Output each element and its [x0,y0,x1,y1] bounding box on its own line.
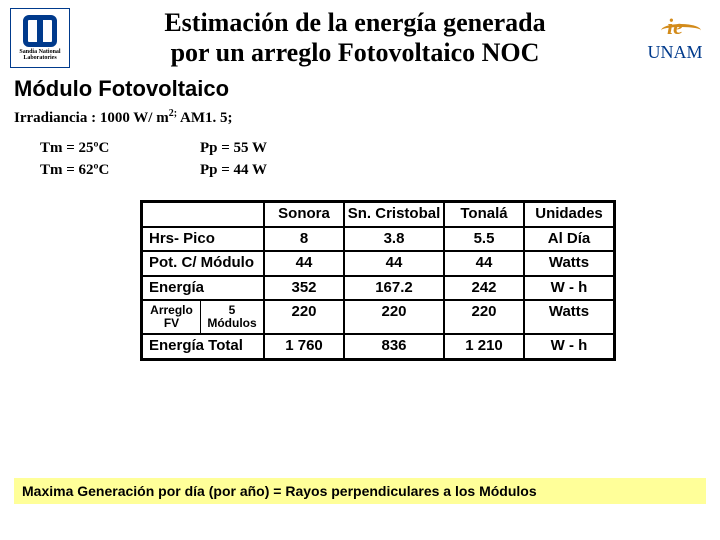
unam-text: UNAM [640,42,710,63]
cell: 44 [444,251,524,276]
cell: W - h [524,276,614,301]
cell: Al Día [524,227,614,252]
pp-value: Pp = 55 W [200,140,267,157]
row-label: Hrs- Pico [142,227,264,252]
cell: 836 [344,334,444,359]
table-row: Energía Total 1 760 836 1 210 W - h [142,334,614,359]
cell: W - h [524,334,614,359]
table-row: Pot. C/ Módulo 44 44 44 Watts [142,251,614,276]
cell: 3.8 [344,227,444,252]
cell: 1 760 [264,334,344,359]
data-table: Sonora Sn. Cristobal Tonalá Unidades Hrs… [140,200,616,361]
table-header: Unidades [524,202,614,227]
table-row: Hrs- Pico 8 3.8 5.5 Al Día [142,227,614,252]
arreglo-right: 5 Módulos [201,301,263,333]
table-header-blank [142,202,264,227]
ie-icon: ie [667,14,683,40]
cell: 220 [344,300,444,334]
cell: 242 [444,276,524,301]
table-header: Sn. Cristobal [344,202,444,227]
cell: 220 [264,300,344,334]
sandia-logo-text: Sandia National Laboratories [11,49,69,61]
table-header-row: Sonora Sn. Cristobal Tonalá Unidades [142,202,614,227]
tm-row: Tm = 25ºC Pp = 55 W [40,140,706,157]
irradiance-prefix: Irradiancia : 1000 W/ m [14,110,169,126]
cell: Watts [524,300,614,334]
row-label-split: Arreglo FV 5 Módulos [142,300,264,334]
sandia-icon [23,15,57,47]
arreglo-left: Arreglo FV [143,301,201,333]
table-row: Energía 352 167.2 242 W - h [142,276,614,301]
tm-row: Tm = 62ºC Pp = 44 W [40,162,706,179]
header: Sandia National Laboratories Estimación … [0,0,720,72]
title-line-1: Estimación de la energía generada [164,8,545,37]
section-subtitle: Módulo Fotovoltaico [0,72,720,104]
irradiance-exp: 2; [169,108,177,119]
row-label: Pot. C/ Módulo [142,251,264,276]
cell: Watts [524,251,614,276]
table-header: Sonora [264,202,344,227]
title-block: Estimación de la energía generada por un… [70,8,640,68]
title-line-2: por un arreglo Fotovoltaico NOC [171,38,540,67]
row-label: Energía Total [142,334,264,359]
footer-note: Maxima Generación por día (por año) = Ra… [14,478,706,504]
irradiance-suffix: AM1. 5; [177,110,232,126]
cell: 220 [444,300,524,334]
table-header: Tonalá [444,202,524,227]
row-label: Energía [142,276,264,301]
cell: 5.5 [444,227,524,252]
cell: 167.2 [344,276,444,301]
sandia-logo: Sandia National Laboratories [10,8,70,68]
cell: 352 [264,276,344,301]
cell: 44 [264,251,344,276]
cell: 44 [344,251,444,276]
page-title: Estimación de la energía generada por un… [78,8,632,68]
cell: 8 [264,227,344,252]
irradiance-row: Irradiancia : 1000 W/ m2; AM1. 5; [0,104,720,129]
tm-rows: Tm = 25ºC Pp = 55 W Tm = 62ºC Pp = 44 W [0,129,720,186]
tm-value: Tm = 62ºC [40,162,150,179]
table-row-arreglo: Arreglo FV 5 Módulos 220 220 220 Watts [142,300,614,334]
cell: 1 210 [444,334,524,359]
pp-value: Pp = 44 W [200,162,267,179]
unam-logo: ie UNAM [640,14,710,63]
tm-value: Tm = 25ºC [40,140,150,157]
